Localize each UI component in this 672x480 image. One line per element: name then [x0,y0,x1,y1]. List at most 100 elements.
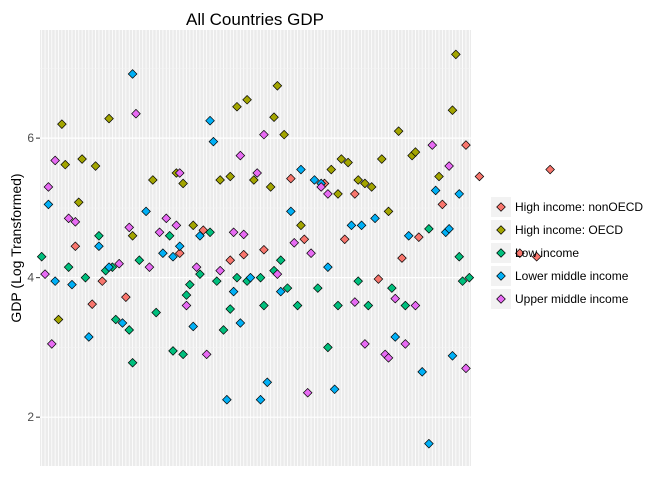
point-upper-middle-income [171,220,182,231]
point-lower-middle-income [188,321,199,332]
point-upper-middle-income [383,353,394,363]
point-lower-middle-income [235,318,246,328]
point-low-income [63,262,74,272]
legend-marker-lower-middle-income [496,271,506,281]
legend-label-lower-middle-income: Lower middle income [515,269,629,283]
point-lower-middle-income [370,213,380,224]
point-high-income-oecd [393,126,404,136]
point-high-income-oecd [178,178,188,189]
point-lower-middle-income [296,164,306,175]
point-high-income-nonoecd [474,171,485,182]
point-upper-middle-income [228,227,239,238]
point-high-income-nonoecd [225,255,236,266]
point-low-income [363,300,374,311]
point-lower-middle-income [454,189,465,199]
point-lower-middle-income [195,230,205,241]
point-lower-middle-income [50,276,60,286]
point-lower-middle-income [323,262,333,272]
point-lower-middle-income [67,279,77,290]
point-lower-middle-income [390,332,401,342]
point-upper-middle-income [259,129,269,140]
point-upper-middle-income [410,300,421,311]
point-upper-middle-income [390,293,401,304]
point-high-income-oecd [336,154,347,164]
point-lower-middle-income [444,224,454,234]
point-upper-middle-income [235,150,246,161]
point-lower-middle-income [356,220,367,231]
legend-label-high-income-nonoecd: High income: nonOECD [515,200,643,214]
point-high-income-oecd [296,220,306,231]
point-low-income [94,230,104,241]
legend-marker-low-income [496,248,506,258]
point-upper-middle-income [114,258,124,269]
point-high-income-oecd [410,147,421,157]
point-upper-middle-income [350,297,360,307]
point-low-income [127,357,138,368]
point-low-income [312,283,323,293]
point-upper-middle-income [191,262,202,272]
point-lower-middle-income [228,286,239,297]
point-upper-middle-income [272,269,283,279]
point-lower-middle-income [309,175,320,185]
point-low-income [178,349,188,360]
point-lower-middle-income [447,350,458,361]
y-tick-label: 6 [27,131,34,145]
point-high-income-oecd [57,119,67,129]
point-high-income-nonoecd [238,249,249,260]
point-high-income-nonoecd [545,164,555,175]
y-tick-label: 2 [27,410,34,424]
point-high-income-oecd [232,101,242,112]
point-high-income-nonoecd [70,241,81,252]
point-lower-middle-income [346,220,357,231]
point-upper-middle-income [70,217,81,227]
legend-marker-high-income-oecd [496,225,506,235]
point-high-income-oecd [188,220,199,231]
point-high-income-nonoecd [299,234,310,245]
grid-lines [40,30,471,466]
point-lower-middle-income [329,384,340,395]
point-upper-middle-income [201,349,212,360]
point-low-income [454,251,465,262]
point-high-income-oecd [60,159,71,170]
legend-label-low-income: Low income [515,246,579,260]
point-lower-middle-income [158,248,168,259]
point-high-income-oecd [269,112,279,122]
point-high-income-oecd [353,175,363,185]
point-low-income [168,346,178,356]
legend-marker-high-income-nonoecd [496,202,506,212]
legend-marker-upper-middle-income [496,294,506,304]
point-lower-middle-income [117,318,128,328]
point-upper-middle-income [323,189,333,199]
point-low-income [36,251,47,262]
point-upper-middle-income [302,387,313,398]
point-low-income [323,342,333,353]
point-high-income-nonoecd [437,199,448,210]
point-low-income [387,283,397,293]
point-low-income [292,300,303,311]
point-lower-middle-income [222,394,232,405]
point-high-income-nonoecd [121,292,131,302]
point-high-income-nonoecd [515,248,525,259]
point-low-income [181,290,192,300]
point-lower-middle-income [43,199,54,210]
point-upper-middle-income [252,168,262,178]
point-high-income-nonoecd [461,140,471,150]
chart-title: All Countries GDP [186,10,324,29]
point-high-income-oecd [343,157,353,168]
point-low-income [225,304,236,314]
point-lower-middle-income [104,262,114,272]
point-high-income-oecd [148,175,158,185]
point-low-income [333,300,343,311]
point-low-income [255,272,266,283]
point-high-income-nonoecd [286,173,296,184]
point-lower-middle-income [141,206,151,217]
point-upper-middle-income [63,213,74,224]
point-high-income-oecd [249,175,259,185]
point-high-income-oecd [366,182,377,192]
point-upper-middle-income [427,140,438,150]
point-high-income-oecd [90,161,101,171]
point-low-income [400,300,411,311]
point-upper-middle-income [46,339,57,349]
point-upper-middle-income [43,182,54,192]
point-high-income-nonoecd [350,189,360,199]
